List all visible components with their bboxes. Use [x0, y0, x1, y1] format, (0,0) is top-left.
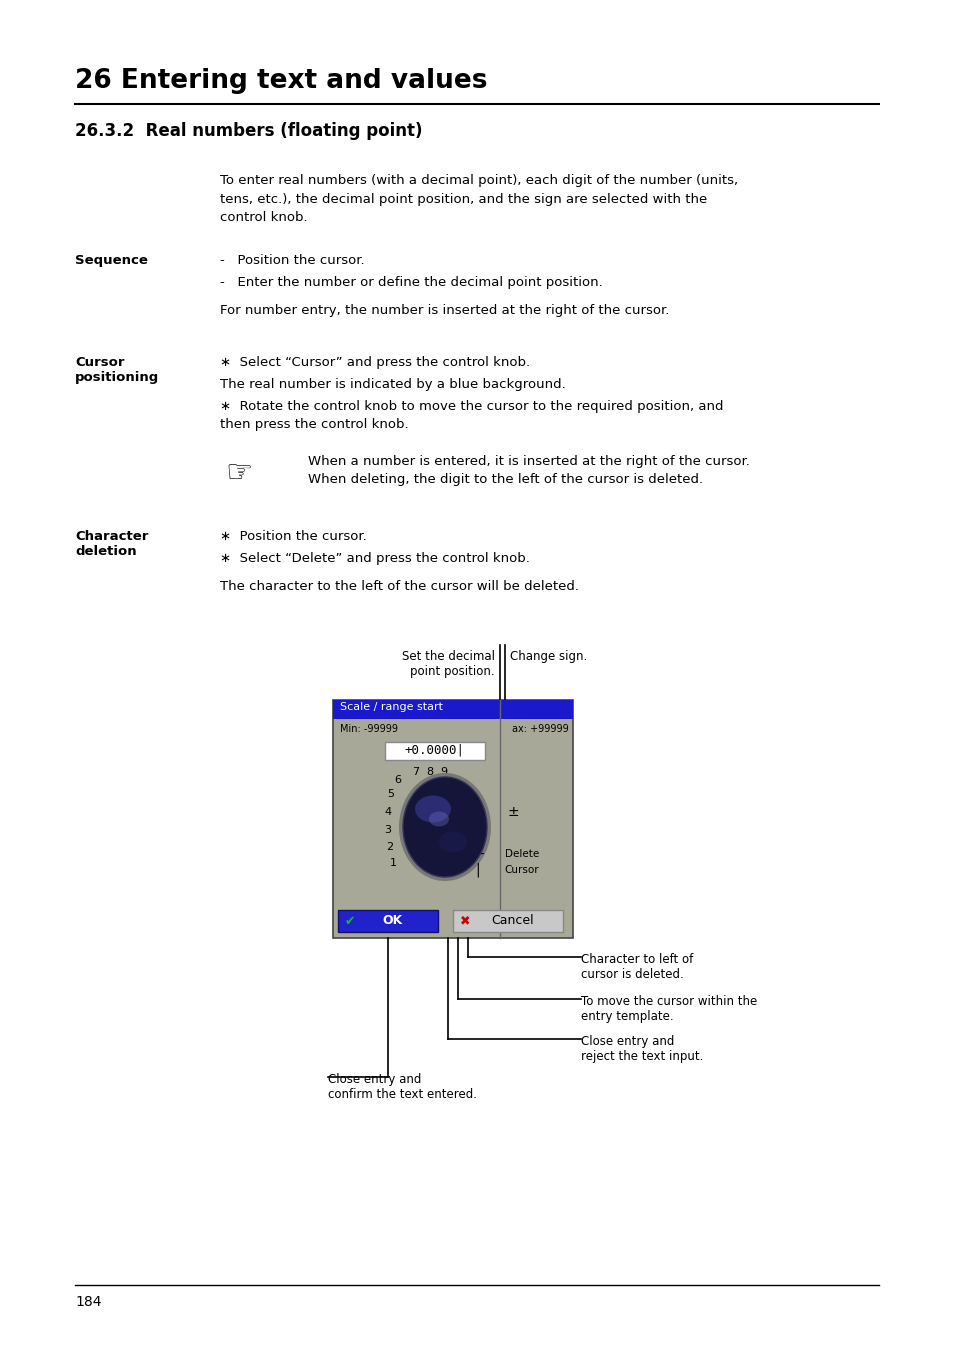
- FancyBboxPatch shape: [333, 701, 573, 938]
- Text: The real number is indicated by a blue background.: The real number is indicated by a blue b…: [220, 378, 565, 392]
- Text: -   Enter the number or define the decimal point position.: - Enter the number or define the decimal…: [220, 275, 602, 289]
- Text: ∗  Position the cursor.: ∗ Position the cursor.: [220, 531, 366, 543]
- Text: The character to the left of the cursor will be deleted.: The character to the left of the cursor …: [220, 580, 578, 593]
- Ellipse shape: [398, 774, 491, 882]
- FancyBboxPatch shape: [337, 910, 437, 932]
- Text: 1: 1: [389, 859, 396, 868]
- Text: Delete: Delete: [504, 849, 538, 859]
- Text: Cursor
positioning: Cursor positioning: [75, 356, 159, 383]
- Text: 5: 5: [387, 788, 395, 799]
- Text: ∗  Select “Cursor” and press the control knob.: ∗ Select “Cursor” and press the control …: [220, 356, 530, 369]
- Text: ∗  Select “Delete” and press the control knob.: ∗ Select “Delete” and press the control …: [220, 552, 529, 566]
- Text: ax: +99999: ax: +99999: [512, 724, 568, 734]
- Text: 9: 9: [440, 767, 447, 778]
- Text: 184: 184: [75, 1295, 101, 1309]
- Text: To move the cursor within the
entry template.: To move the cursor within the entry temp…: [580, 995, 757, 1023]
- Text: Character to left of
cursor is deleted.: Character to left of cursor is deleted.: [580, 953, 693, 981]
- Text: |: |: [475, 863, 479, 878]
- Text: ±: ±: [507, 805, 518, 819]
- Ellipse shape: [402, 778, 486, 878]
- Text: ✔: ✔: [344, 914, 355, 927]
- Text: To enter real numbers (with a decimal point), each digit of the number (units,
t: To enter real numbers (with a decimal po…: [220, 174, 738, 224]
- Text: Set the decimal
point position.: Set the decimal point position.: [401, 649, 495, 678]
- Text: 4: 4: [384, 807, 391, 817]
- Ellipse shape: [438, 832, 467, 852]
- Text: +0.0000|: +0.0000|: [405, 743, 464, 756]
- Text: 8: 8: [426, 767, 433, 778]
- Text: Close entry and
reject the text input.: Close entry and reject the text input.: [580, 1035, 702, 1062]
- FancyBboxPatch shape: [385, 743, 484, 760]
- FancyBboxPatch shape: [453, 910, 562, 932]
- Text: For number entry, the number is inserted at the right of the cursor.: For number entry, the number is inserted…: [220, 304, 669, 317]
- Text: Cancel: Cancel: [491, 914, 534, 927]
- Text: -   Position the cursor.: - Position the cursor.: [220, 254, 364, 267]
- Text: Sequence: Sequence: [75, 254, 148, 267]
- Text: Cursor: Cursor: [504, 865, 538, 875]
- Ellipse shape: [415, 795, 451, 822]
- Text: 7: 7: [412, 767, 419, 778]
- Text: 3: 3: [384, 825, 391, 836]
- Text: Close entry and
confirm the text entered.: Close entry and confirm the text entered…: [328, 1073, 476, 1102]
- Text: 26.3.2  Real numbers (floating point): 26.3.2 Real numbers (floating point): [75, 122, 422, 140]
- Text: When a number is entered, it is inserted at the right of the cursor.
When deleti: When a number is entered, it is inserted…: [308, 455, 749, 486]
- Text: Min: -99999: Min: -99999: [339, 724, 397, 734]
- Text: Character
deletion: Character deletion: [75, 531, 149, 558]
- Text: ✖: ✖: [459, 914, 470, 927]
- Text: OK: OK: [382, 914, 403, 927]
- Text: 6: 6: [395, 775, 401, 784]
- Text: 2: 2: [386, 842, 394, 852]
- Text: ∗  Rotate the control knob to move the cursor to the required position, and
then: ∗ Rotate the control knob to move the cu…: [220, 400, 722, 431]
- Text: Scale / range start: Scale / range start: [339, 702, 442, 711]
- FancyBboxPatch shape: [333, 701, 573, 720]
- Text: ←: ←: [472, 846, 483, 861]
- Ellipse shape: [429, 811, 449, 826]
- Text: ☞: ☞: [225, 459, 253, 487]
- Text: 26 Entering text and values: 26 Entering text and values: [75, 68, 487, 94]
- Text: Change sign.: Change sign.: [509, 649, 586, 663]
